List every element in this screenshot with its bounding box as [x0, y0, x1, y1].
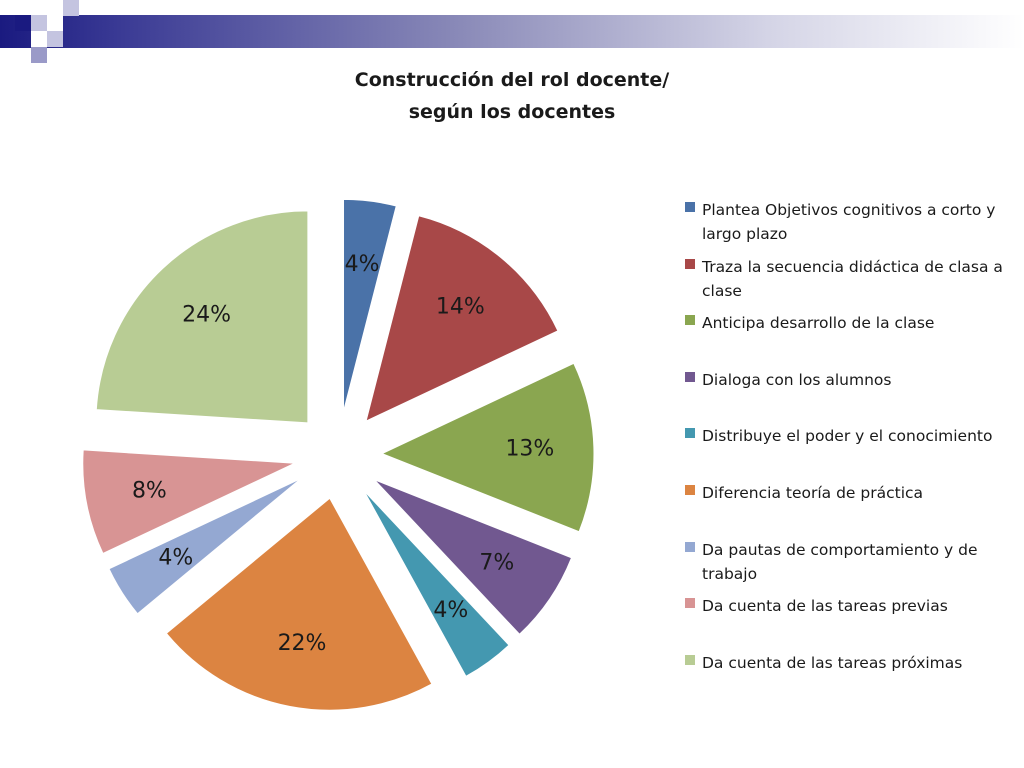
slice-percent-label: 13%: [505, 436, 554, 461]
chart-title: Construcción del rol docente/ según los …: [312, 64, 712, 128]
legend-swatch: [685, 428, 695, 438]
decorative-square: [47, 15, 63, 31]
pie-slice: [343, 198, 397, 412]
decorative-square: [63, 0, 79, 16]
chart-title-line: según los docentes: [408, 101, 616, 123]
legend-swatch: [685, 372, 695, 382]
legend-label: Plantea Objetivos cognitivos a corto y l…: [702, 201, 996, 243]
slice-percent-label: 7%: [479, 550, 514, 575]
legend-label: Da cuenta de las tareas previas: [702, 597, 948, 615]
legend-label: Distribuye el poder y el conocimiento: [702, 427, 993, 445]
legend-swatch: [685, 315, 695, 325]
legend-swatch: [685, 202, 695, 212]
legend-swatch: [685, 655, 695, 665]
slice-percent-label: 22%: [278, 631, 327, 656]
legend-swatch: [685, 598, 695, 608]
legend-label: Dialoga con los alumnos: [702, 371, 892, 389]
slice-percent-label: 4%: [345, 252, 380, 277]
legend-swatch: [685, 259, 695, 269]
pie-slice: [165, 497, 433, 711]
slice-percent-label: 8%: [132, 478, 167, 503]
pie-slice: [374, 479, 573, 635]
pie-slice: [380, 362, 595, 533]
pie-slice: [363, 490, 510, 678]
legend-label: Da cuenta de las tareas próximas: [702, 654, 963, 672]
legend-label: Diferencia teoría de práctica: [702, 484, 924, 502]
pie-slice: [82, 449, 295, 555]
slice-percent-label: 4%: [158, 545, 193, 570]
decorative-square: [31, 47, 47, 63]
slice-percent-label: 24%: [182, 303, 231, 328]
legend-label: Anticipa desarrollo de la clase: [702, 314, 935, 332]
legend-swatch: [685, 485, 695, 495]
chart-title-line: Construcción del rol docente/: [354, 69, 670, 91]
slice-percent-label: 14%: [436, 295, 485, 320]
decorative-square: [47, 31, 63, 47]
pie-slice: [365, 215, 559, 423]
header-gradient-bar: [0, 15, 1024, 48]
legend-label: Da pautas de comportamiento y de trabajo: [702, 541, 978, 583]
pie-chart: 4% 14% 13% 7% 4% 22% 4% 8% 24%: [82, 198, 595, 711]
pie-slice: [108, 478, 302, 615]
decorative-square: [15, 15, 31, 31]
decorative-square: [31, 15, 47, 31]
pie-slice: [95, 210, 309, 424]
decorative-square: [31, 31, 47, 47]
legend-swatch: [685, 542, 695, 552]
slice-percent-label: 4%: [433, 598, 468, 623]
legend-label: Traza la secuencia didáctica de clasa a …: [702, 258, 1003, 300]
